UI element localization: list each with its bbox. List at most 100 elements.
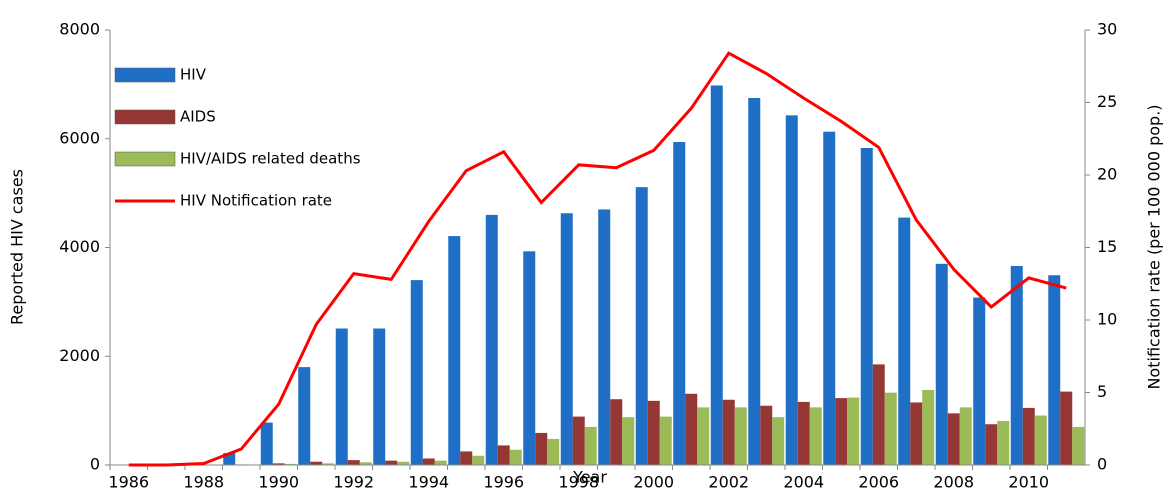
x-tick-label: 1994 <box>408 473 449 489</box>
bar <box>659 416 672 465</box>
bar <box>260 422 273 465</box>
bar <box>1022 407 1035 465</box>
y2-axis-label: Notification rate (per 100 000 pop.) <box>1145 104 1164 389</box>
bar <box>860 147 873 465</box>
bar <box>560 213 573 465</box>
bar <box>722 399 735 465</box>
bar <box>298 367 311 465</box>
x-tick-label: 1996 <box>483 473 524 489</box>
bar <box>922 389 935 465</box>
bar <box>460 451 473 465</box>
bar <box>910 402 923 465</box>
bar <box>1072 426 1085 465</box>
bar <box>223 453 236 465</box>
x-tick-label: 1992 <box>333 473 374 489</box>
bar <box>997 420 1010 465</box>
bar <box>422 458 435 465</box>
bar <box>884 392 897 465</box>
y-axis-label: Reported HIV cases <box>8 169 27 325</box>
y-tick-label: 8000 <box>59 20 100 39</box>
bar <box>760 405 773 465</box>
x-tick-label: 1998 <box>558 473 599 489</box>
bar <box>509 449 522 465</box>
bar <box>485 214 498 465</box>
x-axis-label: Year <box>572 468 607 487</box>
x-tick-label: 1986 <box>108 473 149 489</box>
line <box>128 51 1067 467</box>
bar <box>809 407 822 465</box>
bar <box>335 328 348 465</box>
y-tick-label: 2000 <box>59 346 100 365</box>
bar <box>472 455 485 465</box>
bar <box>322 463 335 465</box>
bar <box>734 407 747 465</box>
bar <box>710 85 723 466</box>
bar <box>622 417 635 465</box>
bar <box>1034 415 1047 465</box>
bar <box>347 460 360 465</box>
bar <box>785 115 798 466</box>
x-tick-label: 2010 <box>1008 473 1049 489</box>
y2-tick-label: 25 <box>1097 92 1117 111</box>
x-tick-label: 2006 <box>858 473 899 489</box>
bar <box>397 461 410 465</box>
x-tick-label: 2004 <box>783 473 824 489</box>
y2-tick-label: 20 <box>1097 165 1117 184</box>
y-tick-label: 6000 <box>59 128 100 147</box>
legend-label: HIV/AIDS related deaths <box>180 150 361 168</box>
x-tick-label: 1988 <box>183 473 224 489</box>
bar <box>635 187 648 466</box>
bar <box>272 463 285 465</box>
bar <box>973 297 986 465</box>
bar <box>685 393 698 465</box>
bar <box>673 142 686 465</box>
bar <box>697 407 710 465</box>
bar <box>598 209 611 465</box>
y2-tick-label: 5 <box>1097 382 1107 401</box>
bar <box>410 280 423 465</box>
bar <box>959 407 972 465</box>
x-tick-label: 2000 <box>633 473 674 489</box>
bar <box>647 400 660 465</box>
bar <box>947 413 960 465</box>
legend-swatch <box>114 151 176 167</box>
legend-label: HIV Notification rate <box>180 192 332 210</box>
y2-tick-label: 30 <box>1097 20 1117 39</box>
bar <box>373 328 386 465</box>
bar <box>847 397 860 465</box>
bar <box>572 416 585 465</box>
y-tick-label: 4000 <box>59 237 100 256</box>
legend-swatch <box>114 67 176 83</box>
y2-tick-label: 15 <box>1097 237 1117 256</box>
bar <box>935 263 948 465</box>
bar <box>748 97 761 465</box>
bar <box>1048 275 1061 465</box>
y2-tick-label: 0 <box>1097 455 1107 474</box>
legend-label: HIV <box>180 66 207 84</box>
bar <box>898 217 911 465</box>
bar <box>985 424 998 465</box>
bar <box>434 460 447 465</box>
legend-label: AIDS <box>180 108 216 126</box>
bar <box>284 463 297 465</box>
bar <box>823 131 836 465</box>
bar <box>610 399 623 465</box>
bar <box>584 426 597 465</box>
legend-swatch <box>114 109 176 125</box>
bar <box>547 438 560 465</box>
bar <box>310 461 323 465</box>
bar <box>772 417 785 465</box>
bar <box>1060 391 1073 465</box>
bar <box>448 236 461 465</box>
x-tick-label: 1990 <box>258 473 299 489</box>
bar <box>797 401 810 465</box>
bar <box>385 460 398 465</box>
bar <box>535 432 548 465</box>
bar <box>359 462 372 465</box>
y2-tick-label: 10 <box>1097 310 1117 329</box>
x-tick-label: 2008 <box>933 473 974 489</box>
x-tick-label: 2002 <box>708 473 749 489</box>
bar <box>835 398 848 465</box>
y-tick-label: 0 <box>90 455 100 474</box>
